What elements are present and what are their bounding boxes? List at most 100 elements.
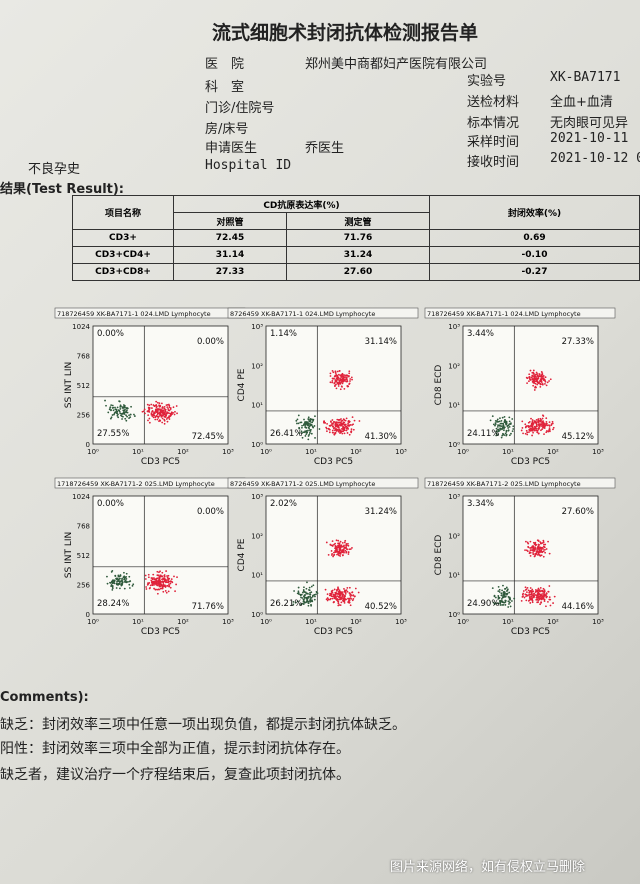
dot <box>330 421 332 423</box>
dot <box>119 587 121 590</box>
dot <box>505 421 508 424</box>
dot <box>123 577 126 579</box>
dot <box>496 421 498 423</box>
dot <box>544 543 547 546</box>
dot <box>165 591 168 594</box>
dot <box>349 593 352 596</box>
dot <box>301 591 304 594</box>
dot <box>352 598 355 600</box>
quadrant-label: 72.45% <box>192 432 224 442</box>
dot <box>540 554 543 557</box>
dot-cloud <box>491 539 556 608</box>
dot <box>301 597 304 599</box>
x-tick-label: 10³ <box>592 448 604 456</box>
dot <box>329 424 331 427</box>
dot <box>152 416 155 419</box>
dot <box>308 432 311 434</box>
dot <box>338 418 341 421</box>
dot <box>344 376 347 379</box>
dot <box>301 424 303 427</box>
dot <box>540 378 543 381</box>
dot <box>499 422 502 425</box>
field-label: 申请医生 <box>205 141 258 156</box>
dot <box>148 411 151 413</box>
dot <box>540 601 542 604</box>
dot <box>529 427 532 430</box>
dot <box>551 420 554 423</box>
dot <box>129 580 132 582</box>
dot <box>330 595 333 598</box>
dot <box>348 420 351 423</box>
dot <box>303 594 306 597</box>
dot <box>296 418 299 421</box>
quadrant-label: 3.34% <box>467 499 494 509</box>
dot <box>176 576 178 579</box>
dot <box>342 427 345 430</box>
dot <box>158 415 160 418</box>
dot <box>116 580 118 583</box>
dot <box>340 422 343 425</box>
dot <box>532 595 535 597</box>
dot <box>535 373 538 376</box>
dot <box>344 592 347 595</box>
comment: 缺乏：封闭效率三项中任意一项出现负值，都提示封闭抗体缺乏。 <box>0 717 406 733</box>
dot <box>295 419 298 422</box>
dot <box>112 581 115 584</box>
dot <box>118 410 121 413</box>
x-tick-label: 10² <box>350 448 362 456</box>
dot <box>528 428 531 431</box>
dot <box>527 421 530 424</box>
comment: 缺乏者，建议治疗一个疗程结束后，复查此项封闭抗体。 <box>0 767 350 783</box>
dot <box>114 406 116 409</box>
dot <box>125 578 128 580</box>
dot <box>309 430 312 432</box>
dot <box>331 424 334 426</box>
dot <box>534 382 537 385</box>
dot <box>521 427 524 429</box>
dot <box>532 541 535 544</box>
dot <box>532 372 535 375</box>
dot <box>540 598 543 601</box>
dot <box>529 549 532 552</box>
dot <box>146 410 149 413</box>
dot <box>308 420 311 423</box>
dot <box>339 540 342 543</box>
dot <box>129 413 132 416</box>
dot <box>354 587 357 590</box>
dot <box>548 380 550 382</box>
dot <box>349 380 351 382</box>
dot <box>339 591 342 593</box>
table-cell: -0.27 <box>429 263 640 281</box>
dot <box>169 415 172 418</box>
dot <box>542 541 545 544</box>
dot <box>112 406 115 409</box>
x-tick-label: 10² <box>350 618 362 626</box>
dot <box>531 420 534 423</box>
dot <box>324 588 327 591</box>
dot <box>310 591 313 594</box>
dot <box>166 411 169 414</box>
dot <box>114 575 117 577</box>
dot <box>348 586 351 589</box>
dot <box>116 406 119 409</box>
x-axis-label: CD3 PC5 <box>141 457 180 467</box>
dot <box>309 591 311 594</box>
dot <box>300 593 303 596</box>
dot <box>502 425 505 427</box>
dot <box>334 372 337 375</box>
dot <box>352 428 355 431</box>
dot <box>343 595 345 598</box>
x-tick-label: 10¹ <box>502 448 514 456</box>
dot <box>115 577 118 580</box>
dot <box>330 592 333 595</box>
dot <box>346 432 349 434</box>
dot <box>163 580 166 582</box>
y-tick-label: 10¹ <box>448 572 460 580</box>
dot <box>535 429 538 432</box>
dot <box>338 421 341 424</box>
dot <box>334 542 336 545</box>
dot <box>345 429 348 432</box>
dot <box>537 428 540 431</box>
dot <box>532 553 535 556</box>
dot <box>343 374 346 376</box>
